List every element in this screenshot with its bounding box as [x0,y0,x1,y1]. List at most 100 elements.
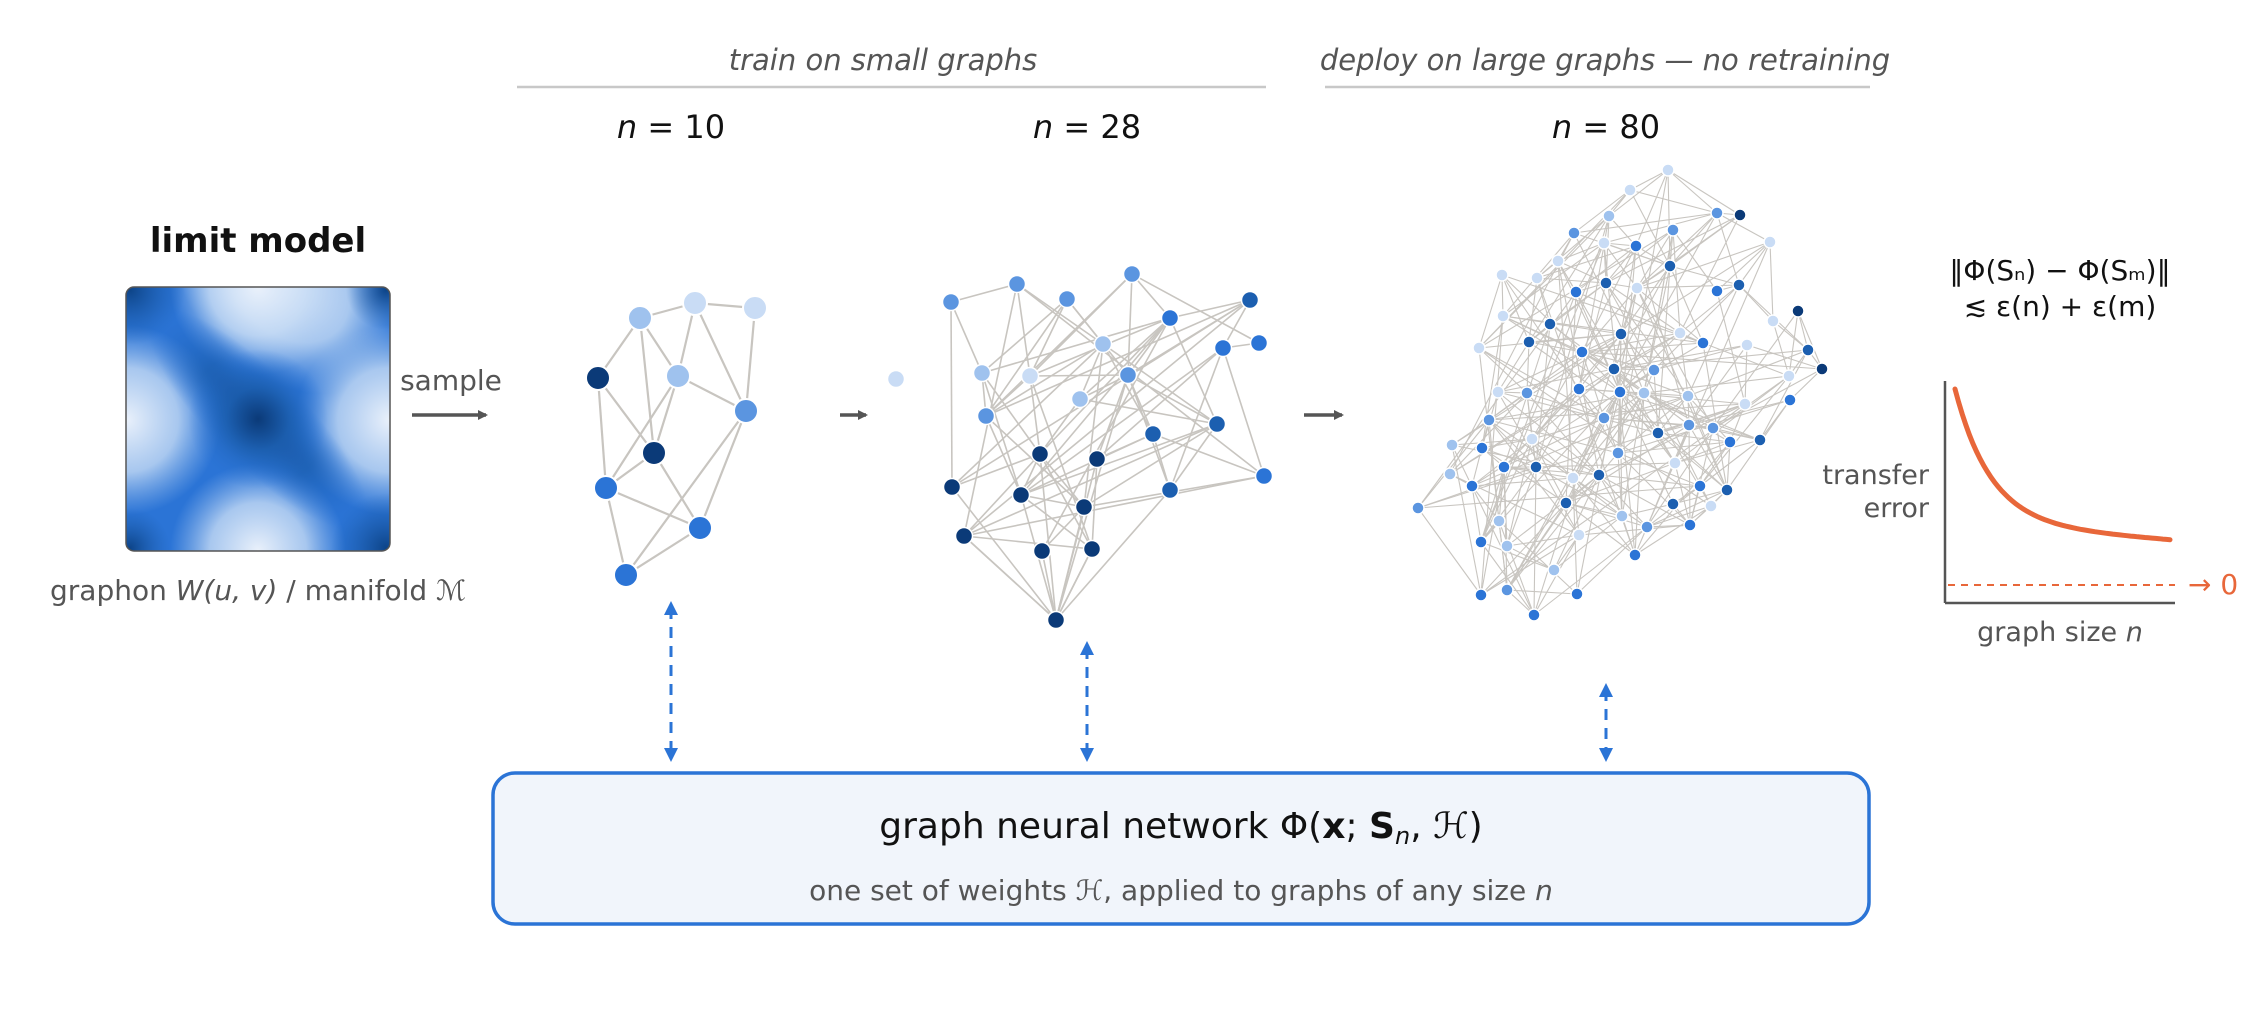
graph-node [1567,226,1581,240]
graph-node [593,475,619,501]
graph-node [1791,304,1805,318]
graph-edge [1478,347,1712,507]
graph-edge [1572,477,1636,556]
graph-edge [1528,333,1622,343]
graph-edge [1506,466,1537,547]
graph-edge [1603,212,1718,244]
graph-edge [1657,395,1689,434]
graph-edge [1598,474,1691,526]
graph-node [1529,460,1543,474]
graph-edge [1536,215,1610,279]
graph-edge [1687,284,1740,397]
graph-edge [1746,344,1823,370]
graph-edge [1506,545,1555,571]
graph-edge [1581,245,1637,353]
transfer-error-chart: transfer error → 0 graph size n [1822,381,2238,648]
graph-edge [1102,343,1218,425]
graph-node [1020,366,1040,386]
graph-edge [1501,274,1704,344]
graph-edge [1497,341,1530,393]
graph-node [1668,456,1682,470]
graph-node [1087,449,1107,469]
graph-edge [1480,502,1567,596]
graph-edge [1488,419,1580,536]
graph-edge [1449,232,1575,475]
graph-edge [1536,277,1551,325]
graph-node [1143,424,1163,444]
graph-node [1032,541,1052,561]
graph-node [1500,539,1514,553]
graph-edge [1620,333,1655,371]
graph-edge [1565,502,1648,528]
graph-edge [1096,347,1224,460]
graph-node [1551,254,1565,268]
graph-node [1566,471,1580,485]
graph-n10 [585,290,768,588]
graph-edge [1702,342,1790,377]
graph-edge [1667,169,1741,216]
graph-edge [1480,541,1555,571]
transfer-bound-line1: ‖Φ(Sₙ) − Φ(Sₘ)‖ [1949,254,2170,287]
graph-edge [1079,398,1218,425]
graph-edge [1506,212,1718,591]
graph-edge [1716,212,1740,286]
graph-edge [1575,245,1637,293]
graph-edge [1653,369,1659,434]
graph-node [1497,460,1511,474]
graph-edge [1578,524,1691,536]
graph-edge [1716,241,1771,292]
graph-node [1710,284,1724,298]
graph-edge [1789,368,1823,401]
limit-model-title: limit model [150,221,366,261]
graph-edge [1581,351,1655,371]
graph-node [1661,163,1675,177]
graph-edge [1598,474,1623,517]
graph-edge [1528,277,1538,343]
graph-node [1628,548,1642,562]
graph-node [1597,411,1611,425]
graph-edge [1535,462,1676,468]
graph-edge [1572,477,1580,536]
graph-node [1629,239,1643,253]
graph-node [1254,466,1274,486]
graph-edge [951,299,1251,488]
graph-edge [1657,432,1731,443]
graph-edge [1531,438,1574,479]
graph-edge [1152,433,1265,477]
graph-edge [1498,466,1505,522]
graph-edge [1169,423,1218,491]
graph-node [1240,290,1260,310]
graph-edge [1667,169,1718,214]
graph-edge [1079,343,1104,400]
graph-edge [963,299,1251,537]
graph-edge [1669,265,1704,344]
graphon-heatmap [126,287,390,551]
graph-edge [1498,520,1535,616]
graph-edge [1716,212,1771,243]
graph-node [1445,438,1459,452]
graph-edge [1480,466,1505,596]
graph-edge [1039,453,1085,508]
graph-node [1093,334,1113,354]
graph-edge [1646,424,1690,528]
graph-edge [698,410,748,529]
graph-edge [1029,298,1068,377]
graph-edge [1636,229,1674,289]
graph-node [1213,338,1233,358]
graph-edge [1738,241,1771,286]
graph-edge [1503,466,1508,547]
graph-edge [1488,419,1619,454]
graph-edge [1480,438,1533,543]
graph-edge [1449,392,1528,475]
graph-edge [1506,589,1578,595]
graph-edge [1417,507,1482,596]
graph-n28 [886,264,1274,630]
phase-header-train: train on small graphs [517,43,1266,89]
graph-node [682,290,708,316]
graph-node [1030,444,1050,464]
graph-size-label-28: n = 28 [1033,108,1141,146]
graph-node [1611,446,1625,460]
graph-node [1630,281,1644,295]
graph-edge [1502,315,1621,393]
